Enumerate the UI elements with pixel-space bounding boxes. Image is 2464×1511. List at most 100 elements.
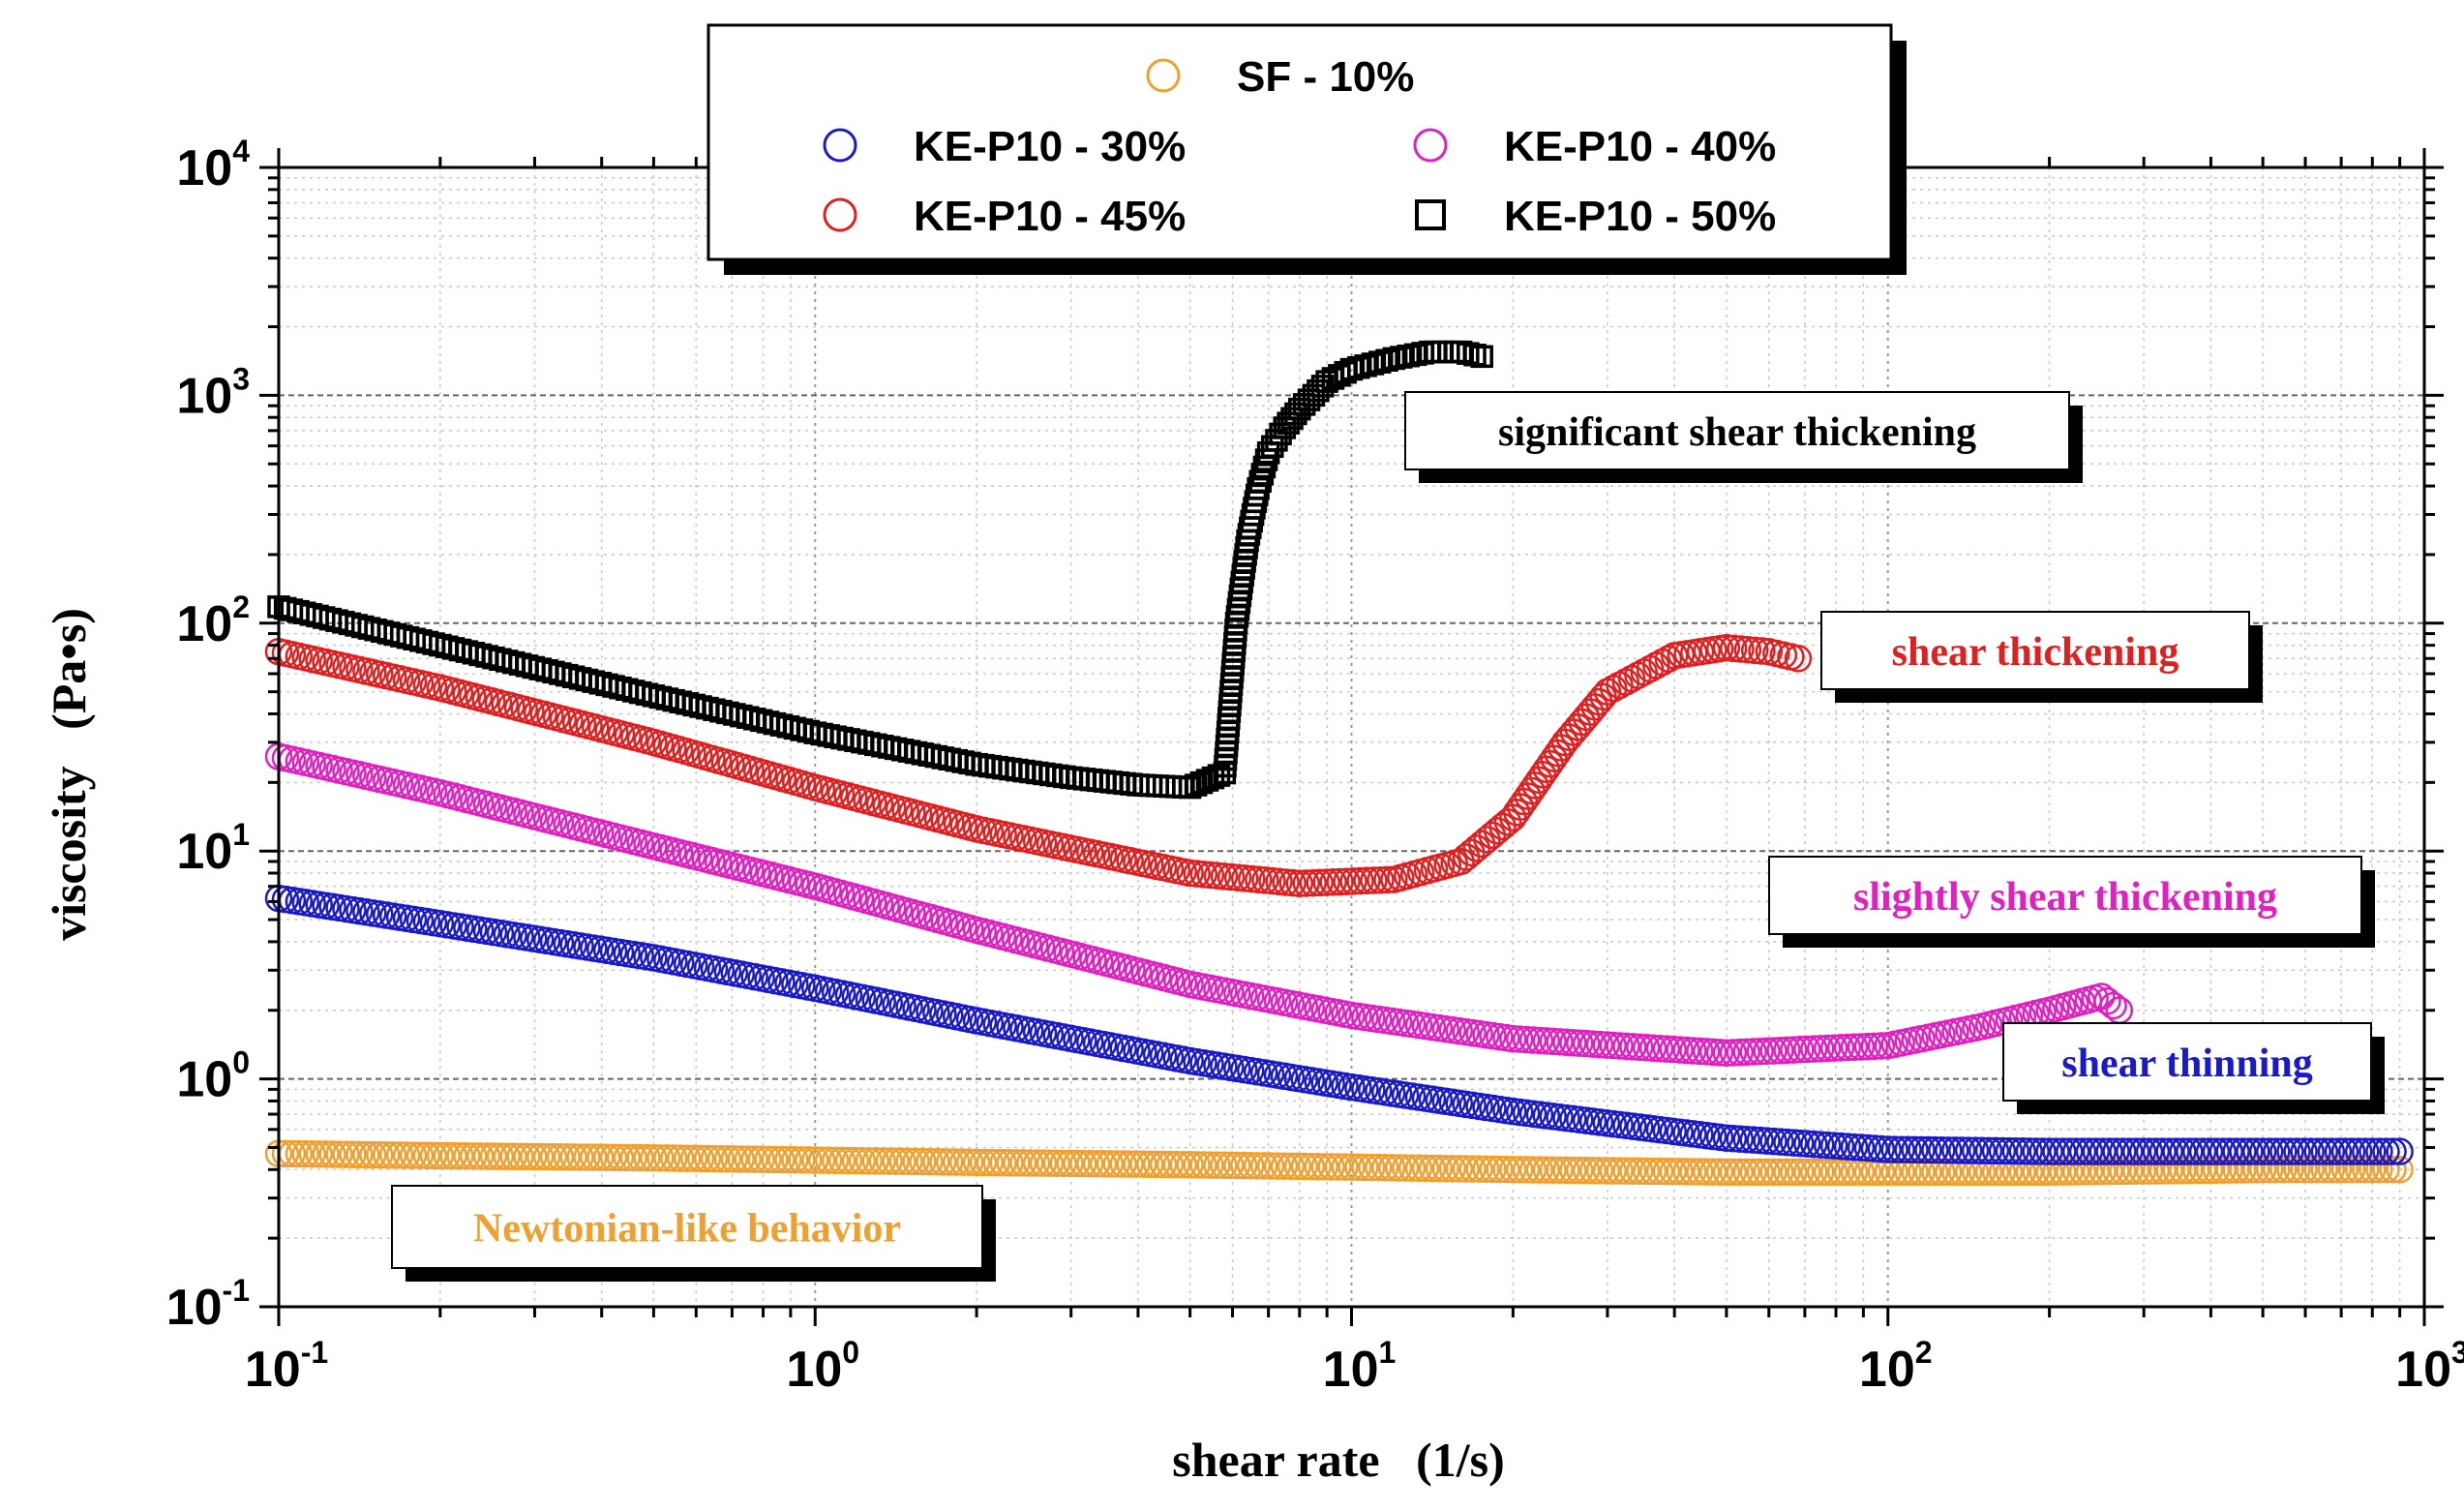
data-point (1592, 1031, 1621, 1059)
data-point (888, 1147, 916, 1176)
data-point (1712, 1158, 1741, 1187)
data-point (385, 1141, 414, 1169)
data-point (2121, 1137, 2150, 1165)
data-point (1740, 636, 1769, 665)
data-point (2142, 1137, 2171, 1165)
data-point (855, 1147, 884, 1175)
data-point (2202, 1156, 2231, 1185)
legend-marker-circle (823, 128, 857, 163)
data-point (1158, 774, 1183, 799)
data-point (1988, 1158, 2017, 1187)
data-point (1867, 1134, 1896, 1163)
data-point (774, 1145, 802, 1174)
data-point (1961, 1158, 1990, 1187)
data-point (1353, 866, 1381, 895)
data-point (1250, 463, 1275, 486)
data-point (2155, 1137, 2183, 1165)
data-point (1908, 1135, 1936, 1164)
data-point (2035, 1158, 2063, 1187)
data-point (2317, 1137, 2346, 1165)
data-point (761, 1145, 789, 1174)
data-point (2061, 1137, 2090, 1165)
data-point (1928, 1135, 1956, 1164)
data-point (2102, 1137, 2130, 1165)
data-point (499, 1142, 527, 1171)
data-point (686, 1144, 715, 1173)
data-point (1486, 1155, 1514, 1184)
data-point (2276, 1156, 2304, 1184)
data-point (446, 1141, 474, 1170)
data-point (962, 1148, 991, 1177)
data-point (1270, 1152, 1299, 1180)
data-point (1833, 1133, 1862, 1161)
data-point (660, 1144, 688, 1172)
data-point (1492, 1155, 1520, 1184)
data-point (2188, 1137, 2217, 1165)
x-tick-label-exponent: -1 (301, 1335, 328, 1370)
data-point (2188, 1156, 2217, 1185)
data-point (1759, 1127, 1788, 1156)
y-tick-label-text: 100 (176, 1045, 250, 1108)
data-point (1566, 1156, 1594, 1185)
data-point (2049, 1137, 2077, 1165)
series-2 (264, 742, 2134, 1068)
data-point (2128, 1157, 2157, 1185)
y-tick-label: 101 (176, 817, 250, 880)
data-point (453, 1142, 481, 1170)
data-point (2056, 1137, 2084, 1165)
data-point (1156, 1150, 1185, 1179)
data-point (1319, 868, 1347, 896)
data-point (948, 1148, 977, 1176)
data-point (1218, 693, 1242, 716)
x-tick-label: 102 (1859, 1335, 1933, 1398)
data-point (1217, 707, 1241, 731)
x-tick-label-text: 102 (1859, 1335, 1933, 1398)
legend-marker-square (1415, 199, 1446, 230)
data-point (679, 1144, 708, 1173)
data-point (1022, 1149, 1051, 1177)
data-point (1800, 1035, 1828, 1063)
data-point (291, 1139, 320, 1168)
data-point (1358, 1153, 1386, 1182)
data-point (2324, 1156, 2353, 1184)
data-point (2229, 1137, 2257, 1165)
data-point (1726, 1125, 1755, 1153)
data-point (1784, 645, 1813, 673)
data-point (1499, 1156, 1527, 1184)
data-point (2075, 1137, 2104, 1165)
data-point (1626, 1157, 1654, 1186)
data-point (1793, 1158, 1821, 1187)
data-point (2135, 1157, 2164, 1185)
data-point (1333, 867, 1361, 895)
data-point (2128, 1137, 2157, 1165)
data-point (861, 1147, 890, 1175)
data-point (1974, 1158, 2003, 1187)
x-tick-label-exponent: 1 (1379, 1335, 1397, 1370)
data-point (2176, 1137, 2204, 1165)
data-point (1418, 1154, 1447, 1183)
data-point (1719, 1039, 1748, 1067)
data-point (1248, 469, 1272, 494)
data-point (1292, 869, 1321, 897)
data-point (1368, 350, 1392, 374)
annotation-box (2002, 1022, 2372, 1102)
data-point (1283, 1152, 1312, 1181)
data-point (982, 1148, 1011, 1177)
data-point (1705, 1039, 1734, 1067)
data-point (2222, 1156, 2250, 1184)
annotation-text: significant shear thickening (1498, 410, 1976, 455)
data-point (439, 1141, 467, 1170)
data-point (1638, 1034, 1668, 1062)
data-point (727, 1145, 756, 1173)
data-point (1223, 1151, 1251, 1180)
data-point (1599, 1031, 1627, 1060)
data-point (2082, 1158, 2111, 1186)
data-point (1988, 1136, 2017, 1165)
data-point (426, 1141, 455, 1170)
data-point (2176, 1156, 2204, 1185)
annotation-1: shear thickening (1820, 611, 2263, 703)
data-point (1505, 1025, 1534, 1053)
data-point (1277, 1152, 1306, 1181)
data-point (1860, 1134, 1889, 1163)
data-point (2248, 1156, 2277, 1184)
